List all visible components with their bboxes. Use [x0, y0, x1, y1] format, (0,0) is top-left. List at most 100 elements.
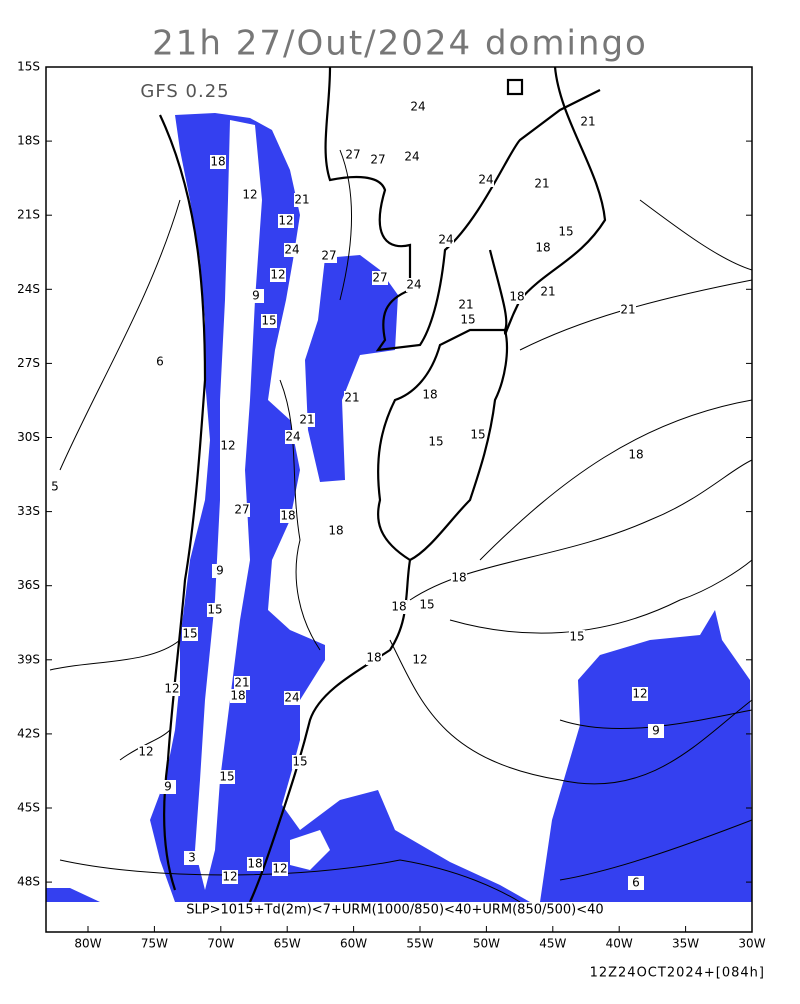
- contour-label: 15: [460, 313, 475, 327]
- contour-label: 12: [412, 653, 427, 667]
- contour-label-bg: [478, 173, 494, 187]
- lon-label: 60W: [340, 937, 367, 951]
- contour-label: 21: [294, 193, 309, 207]
- contour-label-bg: [344, 391, 360, 405]
- contour-label-bg: [184, 851, 200, 865]
- contour-label: 24: [406, 278, 421, 292]
- timestamp: 12Z24OCT2024+[084h]: [590, 966, 765, 981]
- lat-label: 33S: [17, 504, 40, 518]
- contour-label: 18: [230, 689, 245, 703]
- contour-label-bg: [220, 439, 236, 453]
- lon-label: 75W: [141, 937, 168, 951]
- title: 21h 27/Out/2024 domingo: [152, 24, 648, 64]
- contour-label: 15: [219, 770, 234, 784]
- contour-label-bg: [164, 682, 180, 696]
- contour-label: 6: [156, 355, 164, 369]
- contour-label: 24: [438, 233, 453, 247]
- contour-label-bg: [458, 298, 474, 312]
- contour-label-bg: [648, 724, 664, 738]
- contour-label-bg: [222, 870, 238, 884]
- contour-label-bg: [372, 271, 388, 285]
- model-label: GFS 0.25: [140, 81, 229, 102]
- contour-label-bg: [620, 303, 636, 317]
- contour-label-bg: [558, 225, 574, 239]
- contour-label-bg: [535, 241, 551, 255]
- contour-label-bg: [242, 188, 258, 202]
- contour-label: 12: [220, 439, 235, 453]
- contour-label: 21: [299, 413, 314, 427]
- contour-label: 21: [234, 676, 249, 690]
- contour-label: 21: [540, 285, 555, 299]
- lon-label: 70W: [207, 937, 234, 951]
- contour-label: 15: [292, 755, 307, 769]
- contour-label-bg: [321, 249, 337, 263]
- contour-label-bg: [230, 689, 246, 703]
- contour-label-bg: [299, 413, 315, 427]
- contour-label-bg: [370, 153, 386, 167]
- contour-label: 5: [51, 480, 59, 494]
- contour-label-bg: [207, 603, 223, 617]
- contour-label: 15: [428, 435, 443, 449]
- contour-label-bg: [210, 155, 226, 169]
- contour-label: 9: [652, 724, 660, 738]
- contour-label-bg: [160, 780, 176, 794]
- contour-label-bg: [540, 285, 556, 299]
- contour-label-bg: [248, 289, 264, 303]
- contour-label: 12: [270, 268, 285, 282]
- lat-label: 30S: [17, 430, 40, 444]
- contour-label: 15: [419, 598, 434, 612]
- contour-label: 12: [164, 682, 179, 696]
- contour-label: 12: [242, 188, 257, 202]
- contour-label-bg: [280, 509, 296, 523]
- contour-label-bg: [410, 100, 426, 114]
- contour-label-bg: [278, 214, 294, 228]
- contour-label: 27: [234, 503, 249, 517]
- contour-label-bg: [270, 268, 286, 282]
- lon-label: 50W: [473, 937, 500, 951]
- contour-label-bg: [152, 355, 168, 369]
- legend-band: [46, 902, 752, 932]
- contour-label-bg: [470, 428, 486, 442]
- contour-label: 18: [366, 651, 381, 665]
- contour-label-bg: [412, 653, 428, 667]
- contour-label-bg: [628, 876, 644, 890]
- contour-label: 21: [344, 391, 359, 405]
- contour-label-bg: [632, 687, 648, 701]
- lon-label: 40W: [606, 937, 633, 951]
- contour-label: 27: [321, 249, 336, 263]
- contour-label: 12: [222, 870, 237, 884]
- contour-label-bg: [292, 755, 308, 769]
- contour-label-bg: [391, 600, 407, 614]
- contour-label: 18: [535, 241, 550, 255]
- contour-label: 9: [216, 564, 224, 578]
- contour-label-bg: [366, 651, 382, 665]
- contour-label: 21: [620, 303, 635, 317]
- contour-label: 15: [558, 225, 573, 239]
- contour-label-bg: [406, 278, 422, 292]
- contour-label: 12: [278, 214, 293, 228]
- contour-label: 24: [404, 150, 419, 164]
- contour-label: 21: [580, 115, 595, 129]
- contour-label-bg: [404, 150, 420, 164]
- lat-label: 27S: [17, 356, 40, 370]
- contour-label-bg: [569, 630, 585, 644]
- contour-label-bg: [509, 290, 525, 304]
- contour-label: 18: [328, 524, 343, 538]
- contour-label: 21: [534, 177, 549, 191]
- lat-label: 39S: [17, 652, 40, 666]
- lat-label: 21S: [17, 208, 40, 222]
- contour-label: 27: [372, 271, 387, 285]
- contour-label-bg: [419, 598, 435, 612]
- contour-label-bg: [234, 503, 250, 517]
- contour-label-bg: [272, 862, 288, 876]
- contour-label-bg: [294, 193, 310, 207]
- contour-label-bg: [428, 435, 444, 449]
- contour-label-bg: [247, 857, 263, 871]
- contour-label-bg: [460, 313, 476, 327]
- lon-label: 45W: [539, 937, 566, 951]
- lon-label: 30W: [738, 937, 765, 951]
- contour-label-bg: [47, 480, 63, 494]
- lon-label: 80W: [74, 937, 101, 951]
- contour-label-bg: [451, 571, 467, 585]
